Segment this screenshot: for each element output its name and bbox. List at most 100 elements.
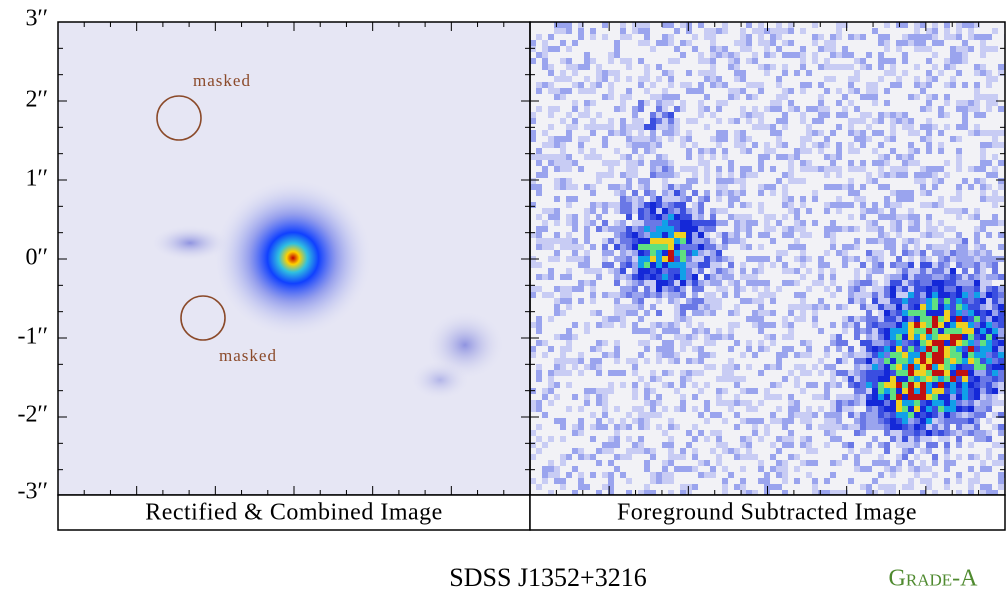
pixel <box>902 160 908 166</box>
pixel <box>920 292 926 298</box>
pixel <box>956 160 962 166</box>
pixel <box>818 130 824 136</box>
pixel <box>740 202 746 208</box>
pixel <box>536 340 542 346</box>
pixel <box>638 118 644 124</box>
pixel <box>620 154 626 160</box>
pixel <box>788 412 794 418</box>
pixel <box>698 88 704 94</box>
pixel <box>650 304 656 310</box>
pixel <box>746 346 752 352</box>
pixel <box>794 214 800 220</box>
pixel <box>878 304 884 310</box>
pixel <box>944 262 950 268</box>
pixel <box>890 112 896 118</box>
pixel <box>992 460 998 466</box>
pixel <box>962 106 968 112</box>
pixel <box>638 100 644 106</box>
pixel <box>950 346 956 352</box>
pixel <box>680 196 686 202</box>
pixel <box>656 226 662 232</box>
pixel <box>560 88 566 94</box>
pixel <box>938 352 944 358</box>
pixel <box>800 52 806 58</box>
pixel <box>620 172 626 178</box>
pixel <box>908 382 914 388</box>
pixel <box>842 244 848 250</box>
pixel <box>590 208 596 214</box>
pixel <box>968 184 974 190</box>
pixel <box>968 376 974 382</box>
pixel <box>962 412 968 418</box>
pixel <box>830 340 836 346</box>
pixel <box>602 406 608 412</box>
pixel <box>998 310 1004 316</box>
pixel <box>668 166 674 172</box>
pixel <box>830 460 836 466</box>
pixel <box>674 244 680 250</box>
pixel <box>788 400 794 406</box>
pixel <box>818 166 824 172</box>
pixel <box>848 370 854 376</box>
pixel <box>740 88 746 94</box>
pixel <box>704 304 710 310</box>
pixel <box>830 376 836 382</box>
pixel <box>548 34 554 40</box>
pixel <box>692 178 698 184</box>
pixel <box>590 100 596 106</box>
pixel <box>854 418 860 424</box>
pixel <box>698 214 704 220</box>
pixel <box>878 382 884 388</box>
pixel <box>842 202 848 208</box>
pixel <box>962 22 968 28</box>
pixel <box>986 316 992 322</box>
pixel <box>860 466 866 472</box>
pixel <box>872 250 878 256</box>
pixel <box>710 52 716 58</box>
pixel <box>584 64 590 70</box>
pixel <box>800 442 806 448</box>
pixel <box>614 208 620 214</box>
pixel <box>770 238 776 244</box>
pixel <box>536 106 542 112</box>
pixel <box>992 358 998 364</box>
pixel <box>614 466 620 472</box>
pixel <box>968 478 974 484</box>
pixel <box>902 262 908 268</box>
pixel <box>848 178 854 184</box>
pixel <box>920 370 926 376</box>
pixel <box>644 388 650 394</box>
pixel <box>536 400 542 406</box>
pixel <box>992 142 998 148</box>
pixel <box>800 274 806 280</box>
pixel <box>974 64 980 70</box>
pixel <box>914 352 920 358</box>
pixel <box>578 82 584 88</box>
pixel <box>692 142 698 148</box>
pixel <box>878 34 884 40</box>
pixel <box>800 136 806 142</box>
pixel <box>554 418 560 424</box>
pixel <box>800 304 806 310</box>
pixel <box>878 160 884 166</box>
pixel <box>860 484 866 490</box>
pixel <box>590 34 596 40</box>
pixel <box>794 280 800 286</box>
pixel <box>626 166 632 172</box>
pixel <box>914 298 920 304</box>
y-axis-label: -2′′ <box>18 402 49 428</box>
pixel <box>896 76 902 82</box>
pixel <box>644 34 650 40</box>
pixel <box>626 88 632 94</box>
pixel <box>704 334 710 340</box>
pixel <box>896 112 902 118</box>
pixel <box>854 256 860 262</box>
pixel <box>602 142 608 148</box>
pixel <box>716 454 722 460</box>
pixel <box>722 184 728 190</box>
pixel <box>890 70 896 76</box>
pixel <box>962 328 968 334</box>
pixel <box>956 436 962 442</box>
pixel <box>962 358 968 364</box>
pixel <box>878 376 884 382</box>
